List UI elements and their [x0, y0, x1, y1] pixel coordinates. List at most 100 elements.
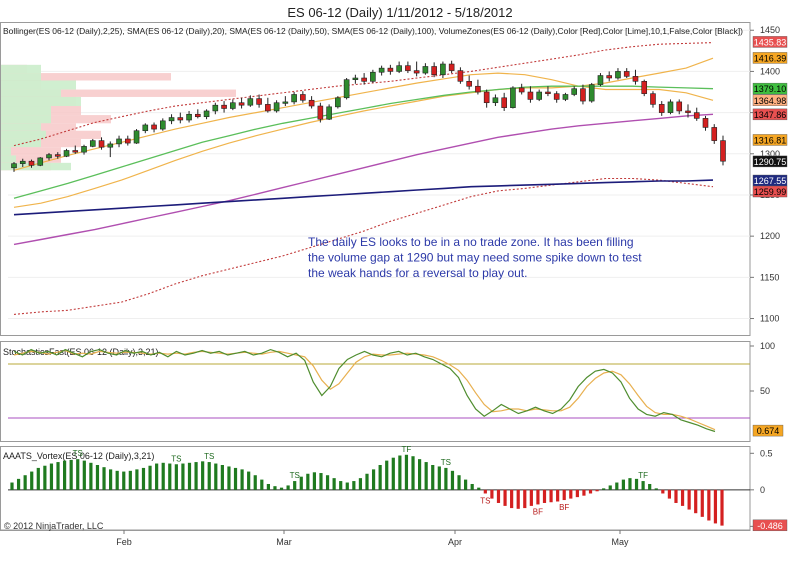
candle-down[interactable] — [256, 98, 262, 105]
price-tick-label: 1300 — [760, 149, 780, 159]
candle-down[interactable] — [195, 113, 201, 118]
candle-up[interactable] — [562, 94, 569, 100]
candle-up[interactable] — [247, 98, 254, 106]
candle-down[interactable] — [553, 93, 560, 100]
sma-200-line — [13, 179, 714, 216]
candle-up[interactable] — [142, 124, 149, 132]
candle-up[interactable] — [440, 63, 446, 76]
candle-up[interactable] — [291, 94, 297, 103]
candle-down[interactable] — [632, 76, 639, 82]
price-tag-label: 1290.75 — [754, 157, 787, 167]
candle-up[interactable] — [588, 84, 595, 102]
candle-down[interactable] — [702, 118, 709, 128]
price-panel[interactable]: 11001150120012501300135014001450Bollinge… — [0, 22, 788, 336]
candle-up[interactable] — [326, 106, 332, 120]
candle-up[interactable] — [11, 163, 17, 169]
candle-up[interactable] — [107, 143, 114, 148]
candle-down[interactable] — [317, 105, 324, 120]
candle-down[interactable] — [466, 81, 472, 87]
candle-down[interactable] — [720, 140, 726, 162]
candle-up[interactable] — [160, 120, 166, 130]
candle-up[interactable] — [273, 102, 280, 112]
candle-down[interactable] — [527, 91, 534, 100]
candle-up[interactable] — [536, 91, 542, 100]
candle-up[interactable] — [168, 117, 175, 122]
candle-down[interactable] — [238, 102, 245, 106]
candle-up[interactable] — [203, 110, 210, 118]
candle-up[interactable] — [597, 75, 604, 85]
time-tick-label: Feb — [116, 537, 132, 547]
vortex-tick-label: 0.5 — [760, 448, 773, 458]
candle-down[interactable] — [151, 124, 157, 130]
candle-down[interactable] — [580, 88, 586, 102]
candle-down[interactable] — [387, 67, 394, 72]
candle-down[interactable] — [501, 97, 507, 108]
candle-down[interactable] — [405, 65, 411, 71]
candle-down[interactable] — [650, 93, 656, 105]
candle-up[interactable] — [370, 71, 376, 82]
candle-down[interactable] — [623, 71, 630, 77]
candle-down[interactable] — [606, 75, 613, 79]
candle-down[interactable] — [54, 154, 61, 157]
vortex-signal-marker: TS — [480, 496, 490, 505]
candle-down[interactable] — [300, 94, 306, 101]
candle-down[interactable] — [308, 99, 315, 107]
candle-down[interactable] — [177, 117, 184, 121]
candle-up[interactable] — [46, 154, 52, 159]
candle-down[interactable] — [475, 85, 481, 93]
candle-up[interactable] — [510, 87, 516, 108]
candle-down[interactable] — [711, 127, 718, 141]
vortex-panel[interactable]: AAATS_Vortex(ES 06-12 (Daily),3,21) 0.5 0 -… — [0, 445, 788, 532]
candle-down[interactable] — [483, 91, 490, 104]
candle-down[interactable] — [98, 140, 105, 148]
candle-down[interactable] — [124, 138, 131, 144]
candle-up[interactable] — [63, 150, 70, 157]
candle-up[interactable] — [116, 138, 122, 145]
candle-up[interactable] — [615, 71, 621, 79]
candle-up[interactable] — [396, 65, 402, 72]
vortex-tick-label: 0 — [760, 485, 765, 495]
candle-up[interactable] — [343, 79, 350, 99]
candle-up[interactable] — [378, 67, 385, 73]
volume-zone-green — [1, 138, 41, 148]
candle-up[interactable] — [186, 113, 192, 121]
candle-down[interactable] — [545, 91, 551, 94]
candle-down[interactable] — [28, 160, 35, 166]
candle-down[interactable] — [641, 81, 648, 94]
candle-up[interactable] — [230, 102, 236, 109]
candle-up[interactable] — [335, 97, 341, 108]
stochastics-panel[interactable]: StochasticsFast(ES 06-12 (Daily),3,21) 50… — [0, 341, 784, 442]
price-tag-label: 1416.39 — [754, 53, 787, 63]
candle-down[interactable] — [221, 104, 227, 109]
candle-down[interactable] — [431, 66, 437, 76]
candle-up[interactable] — [37, 157, 44, 166]
candle-down[interactable] — [693, 112, 700, 119]
candle-up[interactable] — [422, 66, 429, 74]
candle-up[interactable] — [89, 140, 96, 147]
candle-down[interactable] — [676, 101, 683, 112]
candle-up[interactable] — [571, 88, 577, 95]
price-tick-label: 1400 — [760, 66, 780, 76]
candle-down[interactable] — [457, 70, 464, 82]
candle-up[interactable] — [212, 104, 219, 112]
candle-down[interactable] — [685, 110, 691, 113]
candle-down[interactable] — [658, 104, 665, 113]
candle-down[interactable] — [413, 70, 420, 74]
candle-up[interactable] — [19, 160, 26, 164]
vortex-signal-marker: TS — [290, 471, 300, 480]
candle-up[interactable] — [492, 97, 499, 104]
candle-down[interactable] — [518, 87, 525, 93]
candle-down[interactable] — [265, 104, 271, 112]
candle-down[interactable] — [361, 77, 367, 82]
candle-up[interactable] — [282, 101, 289, 104]
candle-down[interactable] — [72, 150, 79, 153]
price-tick-label: 1100 — [760, 314, 779, 324]
candle-up[interactable] — [667, 101, 674, 113]
candle-up[interactable] — [81, 146, 87, 153]
candle-up[interactable] — [352, 77, 359, 80]
price-tag — [752, 94, 788, 106]
candle-down[interactable] — [448, 63, 455, 71]
candle-up[interactable] — [133, 130, 140, 144]
price-tag — [752, 108, 788, 121]
